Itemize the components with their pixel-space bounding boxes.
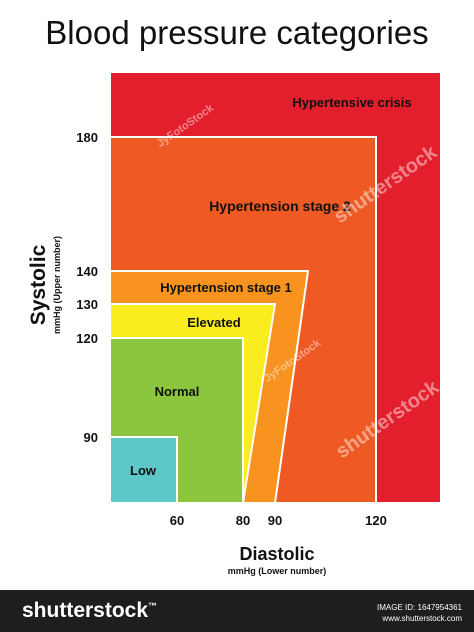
y-axis-sublabel: mmHg (Upper number): [52, 236, 62, 334]
x-tick-90: 90: [268, 513, 282, 528]
footer-image-id: IMAGE ID: 1647954361: [377, 603, 462, 612]
x-tick-80: 80: [236, 513, 250, 528]
page-title: Blood pressure categories: [45, 14, 429, 51]
x-axis-label: Diastolic: [239, 544, 314, 564]
y-tick-130: 130: [76, 297, 98, 312]
region-label-elevated: Elevated: [187, 315, 241, 330]
region-label-hypertension-stage-1: Hypertension stage 1: [160, 280, 292, 295]
y-tick-140: 140: [76, 264, 98, 279]
footer-site: www.shutterstock.com: [382, 614, 462, 623]
x-axis-sublabel: mmHg (Lower number): [228, 566, 327, 576]
region-label-hypertensive-crisis: Hypertensive crisis: [292, 95, 411, 110]
region-label-normal: Normal: [155, 384, 200, 399]
y-tick-120: 120: [76, 331, 98, 346]
region-label-hypertension-stage-2: Hypertension stage 2: [209, 198, 351, 214]
x-tick-60: 60: [170, 513, 184, 528]
y-tick-180: 180: [76, 130, 98, 145]
y-tick-90: 90: [84, 430, 98, 445]
footer-meta: IMAGE ID: 1647954361 www.shutterstock.co…: [377, 602, 462, 624]
regions-layer: Hypertensive crisis Hypertension stage 2 H…: [109, 71, 442, 504]
bp-chart: Hypertensive crisis Hypertension stage 2 H…: [27, 71, 442, 576]
region-low: [109, 436, 178, 504]
region-label-low: Low: [130, 463, 157, 478]
x-tick-120: 120: [365, 513, 387, 528]
y-axis-label: Systolic: [27, 244, 50, 325]
ticks-layer: 90 120 130 140 180 60 80 90 120: [76, 130, 387, 528]
footer-bar: shutterstock™ IMAGE ID: 1647954361 www.s…: [0, 590, 474, 632]
footer-brand: shutterstock™: [22, 599, 158, 622]
